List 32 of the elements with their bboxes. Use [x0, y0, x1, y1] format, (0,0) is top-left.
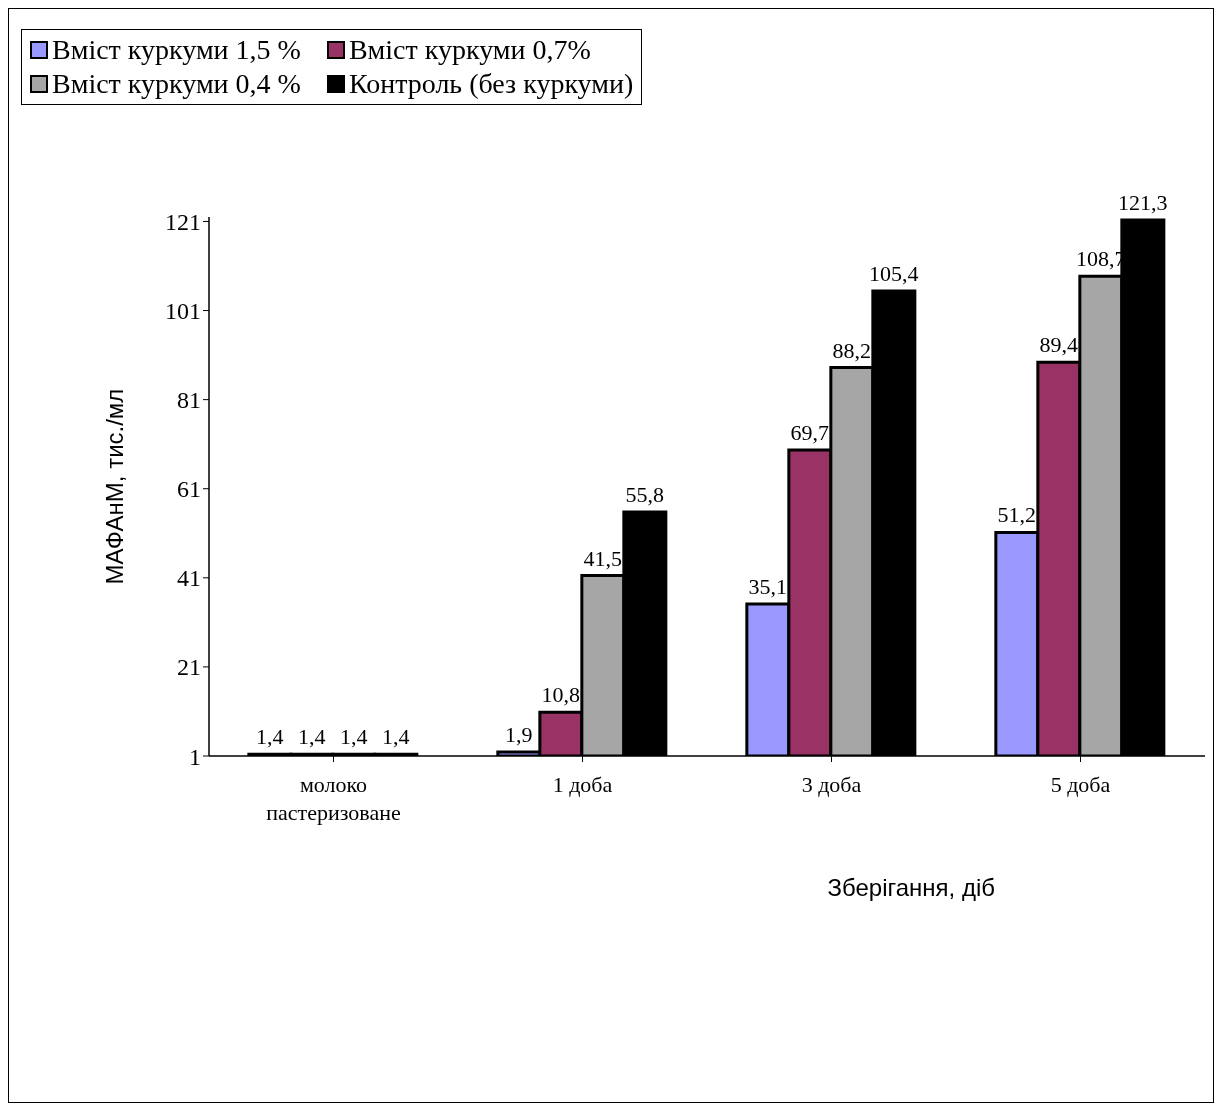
- data-label: 69,7: [790, 419, 830, 445]
- data-label: 35,1: [748, 574, 788, 600]
- data-label: 105,4: [869, 260, 919, 286]
- data-label: 10,8: [541, 682, 581, 708]
- x-tick-label: молоко пастеризоване: [266, 772, 401, 825]
- legend-label: Вміст куркуми 0,4 %: [51, 68, 301, 100]
- legend-label: Вміст куркуми 0,7%: [347, 34, 592, 66]
- data-label: 1,4: [382, 724, 410, 750]
- x-tick-label: 5 доба: [1050, 772, 1111, 797]
- data-label: 41,5: [583, 545, 623, 571]
- y-tick-label: 41: [177, 565, 201, 592]
- data-label: 51,2: [997, 502, 1037, 528]
- data-label: 1,9: [505, 721, 533, 747]
- x-tick-label: 1 доба: [552, 772, 613, 797]
- data-label: 121,3: [1118, 190, 1168, 216]
- data-label: 88,2: [832, 337, 872, 363]
- y-axis-title: МАФАнМ, тис./мл: [100, 388, 128, 585]
- data-label: 1,4: [340, 724, 368, 750]
- y-tick-label: 81: [177, 387, 201, 414]
- data-label: 55,8: [625, 481, 665, 507]
- x-tick-label: 3 доба: [801, 772, 862, 797]
- x-axis-title: Зберігання, діб: [827, 874, 995, 901]
- y-tick-label: 101: [165, 298, 201, 325]
- y-tick-label: 121: [165, 208, 201, 235]
- data-label: 1,4: [256, 724, 284, 750]
- data-label: 89,4: [1039, 332, 1079, 358]
- legend-label: Вміст куркуми 1,5 %: [51, 34, 301, 66]
- data-label: 1,4: [298, 724, 326, 750]
- y-tick-label: 1: [189, 743, 201, 770]
- y-tick-label: 61: [177, 476, 201, 503]
- legend-label: Контроль (без куркуми): [347, 68, 634, 100]
- y-tick-label: 21: [177, 654, 201, 681]
